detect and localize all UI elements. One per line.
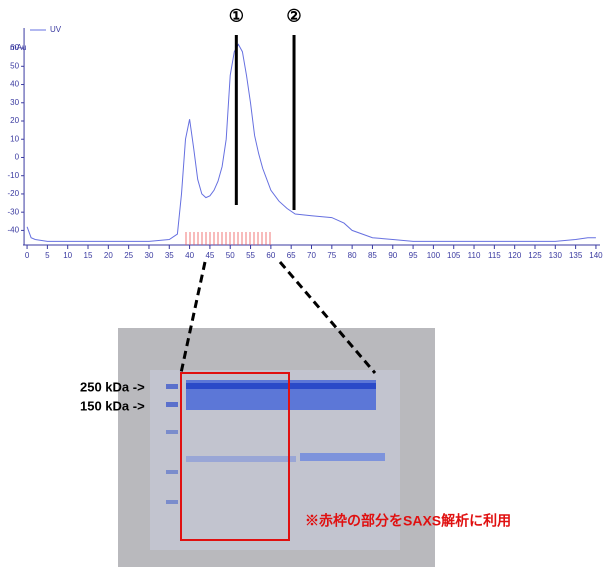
figure: 250 kDa -> 150 kDa -> ※赤枠の部分をSAXS解析に利用 m… bbox=[0, 0, 606, 567]
x-tick-label: 125 bbox=[528, 251, 542, 260]
x-tick-label: 65 bbox=[287, 251, 296, 260]
gel-band bbox=[300, 453, 385, 461]
note: ※赤枠の部分をSAXS解析に利用 bbox=[305, 513, 511, 529]
annotation-label: ① bbox=[229, 6, 244, 25]
x-tick-label: 45 bbox=[205, 251, 214, 260]
x-tick-label: 0 bbox=[25, 251, 30, 260]
y-tick-label: 40 bbox=[10, 80, 19, 89]
x-tick-label: 50 bbox=[226, 251, 235, 260]
x-tick-label: 20 bbox=[104, 251, 113, 260]
y-tick-label: -40 bbox=[8, 226, 20, 235]
x-tick-label: 140 bbox=[589, 251, 603, 260]
legend-label: UV bbox=[50, 25, 62, 34]
x-tick-label: 90 bbox=[388, 251, 397, 260]
x-tick-label: 35 bbox=[165, 251, 174, 260]
x-tick-label: 55 bbox=[246, 251, 255, 260]
x-tick-label: 95 bbox=[409, 251, 418, 260]
x-tick-label: 40 bbox=[185, 251, 194, 260]
gel-ladder bbox=[166, 384, 178, 389]
y-tick-label: 10 bbox=[10, 134, 19, 143]
y-tick-label: -30 bbox=[8, 207, 20, 216]
marker-label: 250 kDa -> bbox=[80, 379, 145, 394]
x-tick-label: 135 bbox=[569, 251, 583, 260]
x-tick-label: 25 bbox=[124, 251, 133, 260]
x-tick-label: 105 bbox=[447, 251, 461, 260]
marker-label: 150 kDa -> bbox=[80, 398, 145, 413]
y-tick-label: 20 bbox=[10, 116, 19, 125]
gel-ladder bbox=[166, 470, 178, 474]
y-tick-label: 30 bbox=[10, 98, 19, 107]
x-tick-label: 115 bbox=[488, 251, 501, 260]
x-tick-label: 85 bbox=[368, 251, 377, 260]
x-tick-label: 15 bbox=[84, 251, 93, 260]
gel-ladder bbox=[166, 500, 178, 504]
y-tick-label: 0 bbox=[15, 153, 20, 162]
x-tick-label: 30 bbox=[145, 251, 154, 260]
y-tick-label: 60 bbox=[10, 43, 19, 52]
gel-ladder bbox=[166, 402, 178, 407]
x-tick-label: 5 bbox=[45, 251, 50, 260]
page: 250 kDa -> 150 kDa -> ※赤枠の部分をSAXS解析に利用 m… bbox=[0, 0, 606, 572]
x-tick-label: 80 bbox=[348, 251, 357, 260]
y-tick-label: -10 bbox=[8, 171, 20, 180]
gel-band bbox=[186, 456, 296, 462]
y-tick-label: -20 bbox=[8, 189, 20, 198]
x-tick-label: 10 bbox=[63, 251, 72, 260]
gel-ladder bbox=[166, 430, 178, 434]
x-tick-label: 60 bbox=[266, 251, 275, 260]
x-tick-label: 75 bbox=[327, 251, 336, 260]
uv-trace bbox=[27, 44, 596, 241]
gel-band bbox=[186, 383, 376, 389]
x-tick-label: 120 bbox=[508, 251, 522, 260]
x-tick-label: 130 bbox=[549, 251, 563, 260]
x-tick-label: 70 bbox=[307, 251, 316, 260]
annotation-label: ② bbox=[286, 6, 301, 25]
x-tick-label: 110 bbox=[468, 251, 481, 260]
y-tick-label: 50 bbox=[10, 61, 19, 70]
x-tick-label: 100 bbox=[427, 251, 441, 260]
